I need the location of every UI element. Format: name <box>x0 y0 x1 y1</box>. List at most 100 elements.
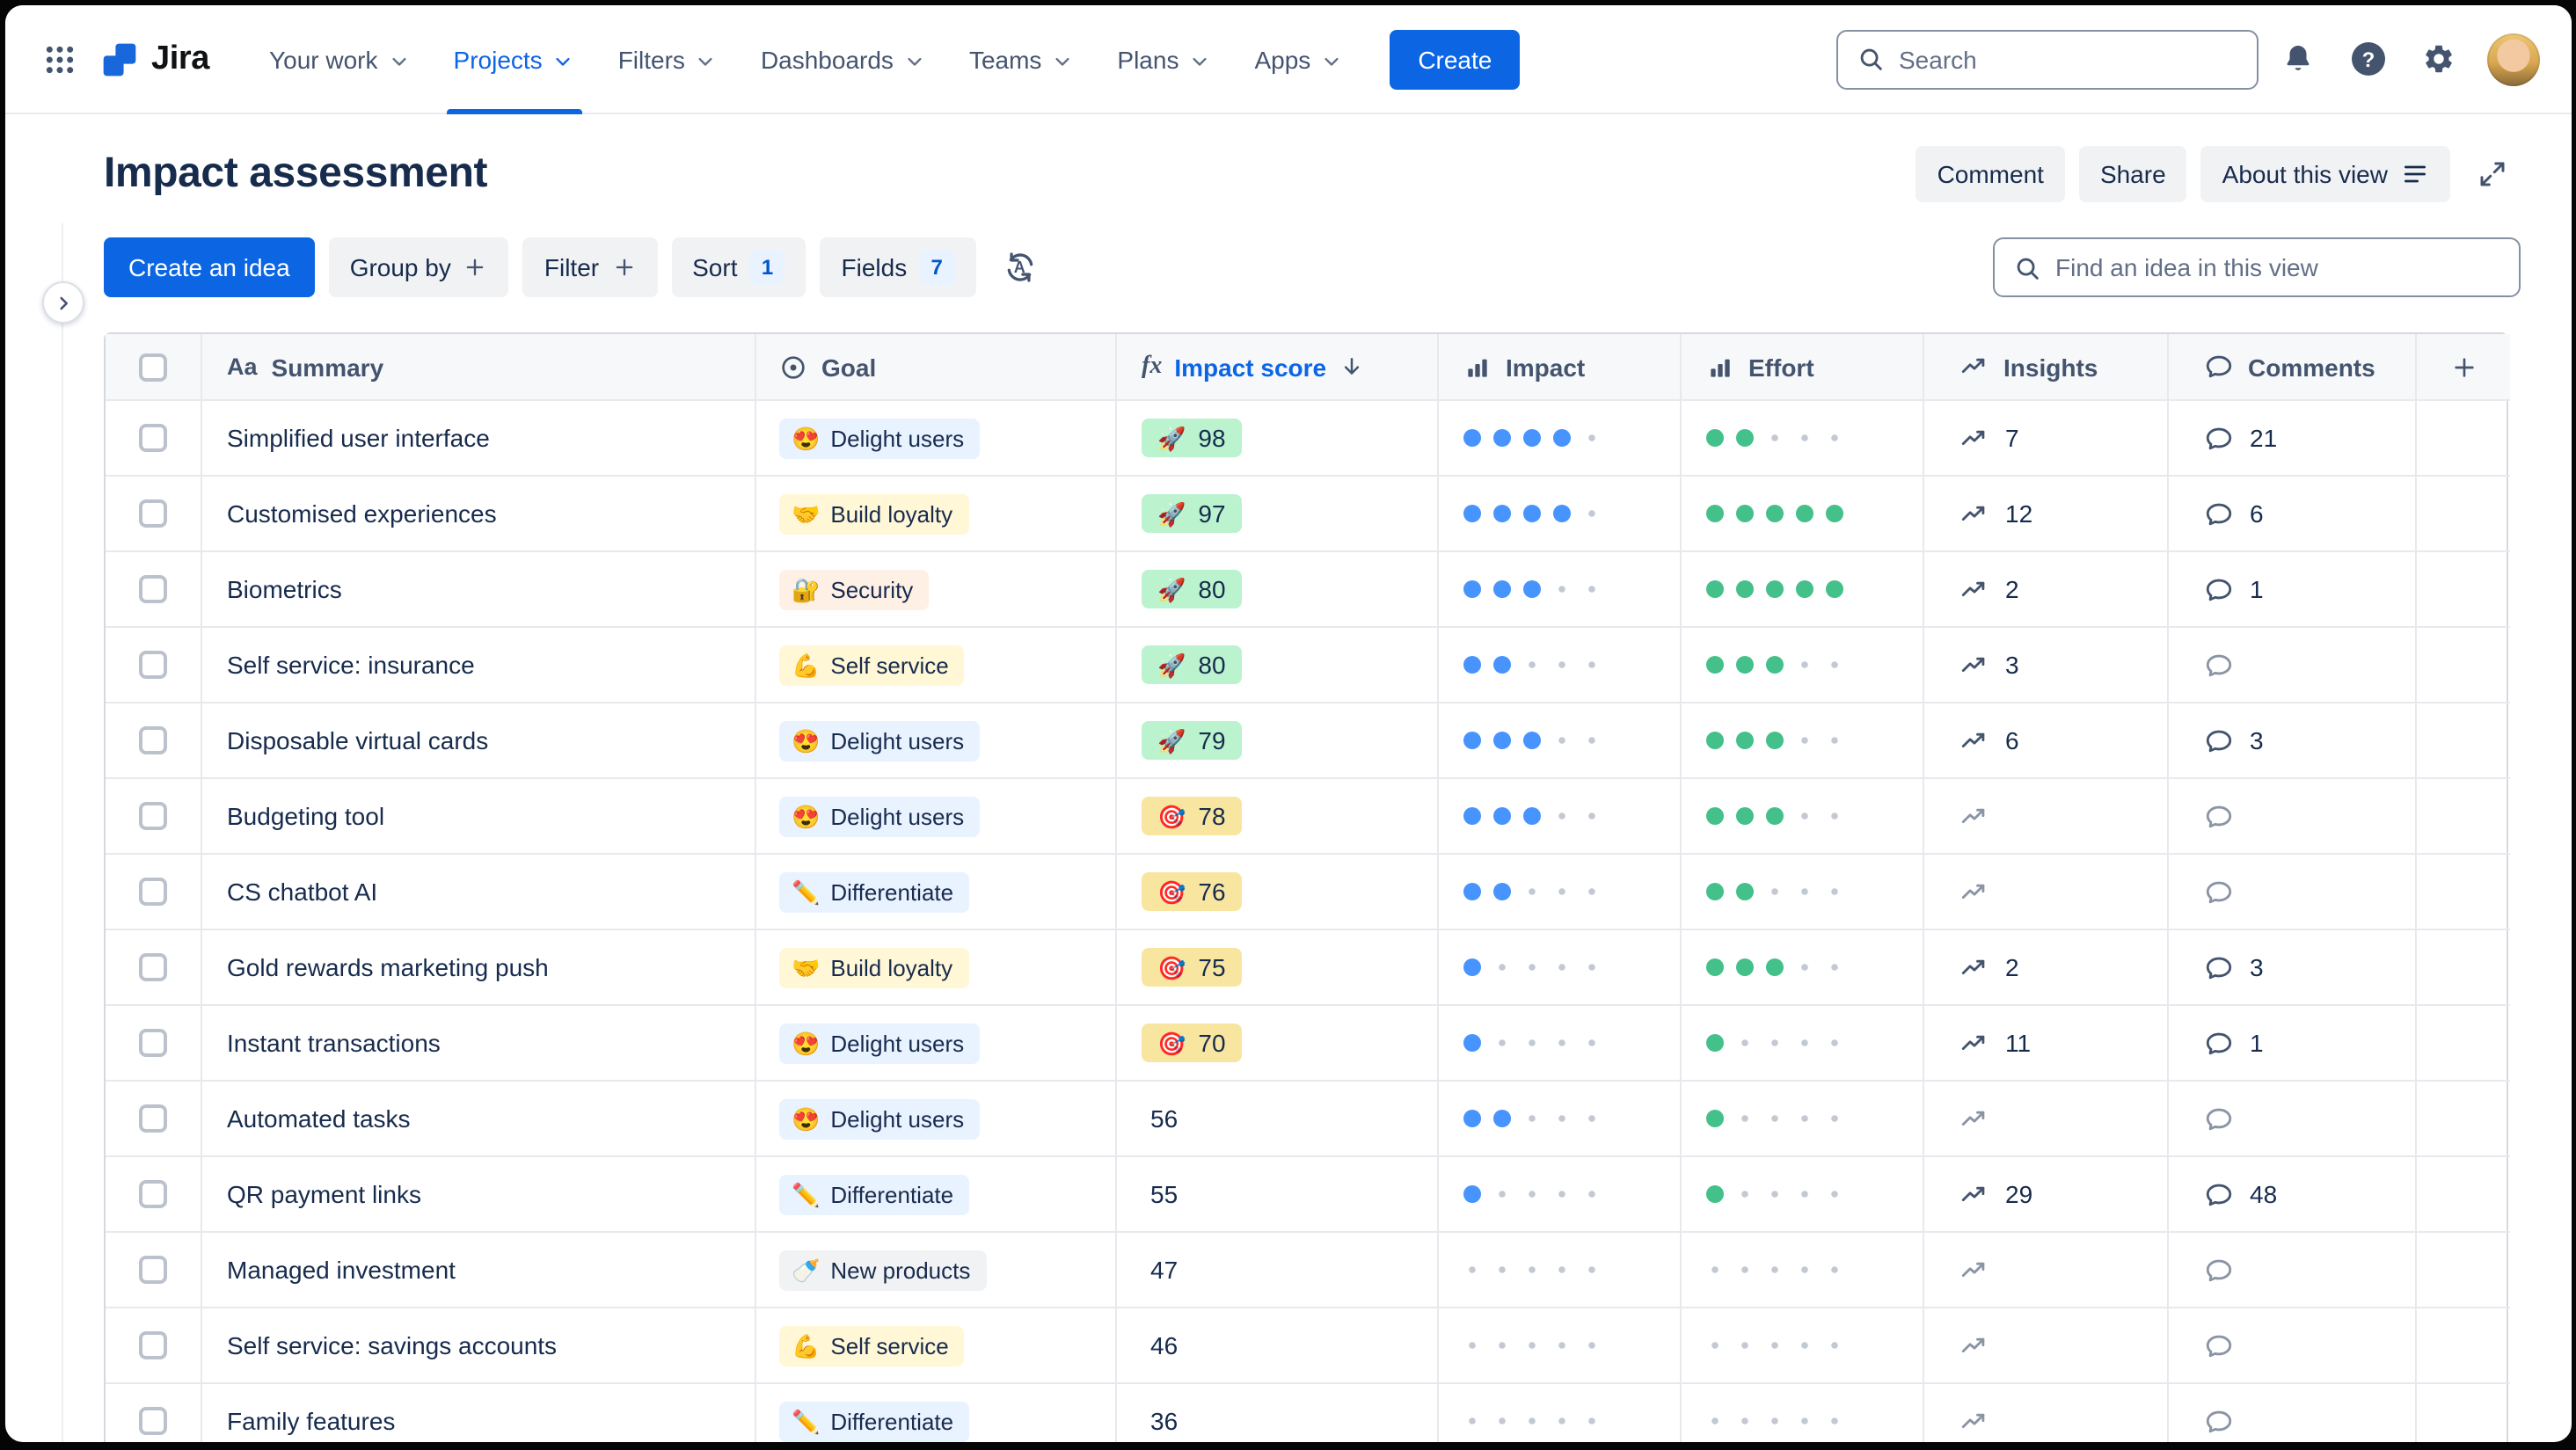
impact-score-cell[interactable]: 36 <box>1117 1384 1439 1442</box>
table-row[interactable]: Disposable virtual cards 😍 Delight users… <box>106 703 2510 779</box>
nav-teams[interactable]: Teams <box>948 5 1096 113</box>
effort-rating[interactable] <box>1682 703 1924 779</box>
goal-cell[interactable]: 🤝 Build loyalty <box>756 930 1117 1006</box>
summary-cell[interactable]: Customised experiences <box>202 477 756 552</box>
nav-projects[interactable]: Projects <box>433 5 597 113</box>
impact-rating[interactable] <box>1439 552 1682 628</box>
create-button[interactable]: Create <box>1390 29 1521 89</box>
effort-rating[interactable] <box>1682 1233 1924 1308</box>
goal-cell[interactable]: 🔐 Security <box>756 552 1117 628</box>
goal-cell[interactable]: ✏️ Differentiate <box>756 855 1117 930</box>
insights-cell[interactable]: 12 <box>1924 477 2169 552</box>
goal-chip[interactable]: ✏️ Differentiate <box>779 1401 970 1441</box>
insights-cell[interactable] <box>1924 1082 2169 1157</box>
summary-cell[interactable]: Self service: insurance <box>202 628 756 703</box>
effort-rating[interactable] <box>1682 1006 1924 1082</box>
app-switcher-button[interactable] <box>30 29 90 89</box>
insights-cell[interactable]: 29 <box>1924 1157 2169 1233</box>
insights-cell[interactable] <box>1924 855 2169 930</box>
effort-rating[interactable] <box>1682 1157 1924 1233</box>
insights-cell[interactable] <box>1924 1233 2169 1308</box>
goal-chip[interactable]: 💪 Self service <box>779 1325 965 1366</box>
goal-chip[interactable]: 🍼 New products <box>779 1250 987 1290</box>
table-row[interactable]: Family features ✏️ Differentiate 36 <box>106 1384 2507 1442</box>
insights-cell[interactable] <box>1924 779 2169 855</box>
column-header-impact-score[interactable]: fx Impact score <box>1117 334 1439 401</box>
rank-order-button[interactable]: A <box>989 239 1049 295</box>
impact-score-cell[interactable]: 47 <box>1117 1233 1439 1308</box>
impact-score-cell[interactable]: 🚀 97 <box>1117 477 1439 552</box>
help-button[interactable]: ? <box>2339 29 2398 89</box>
table-row[interactable]: Budgeting tool 😍 Delight users 🎯 78 <box>106 779 2510 855</box>
nav-apps[interactable]: Apps <box>1233 5 1365 113</box>
row-checkbox[interactable] <box>139 1180 167 1208</box>
comments-cell[interactable]: 3 <box>2169 930 2417 1006</box>
comments-cell[interactable]: 6 <box>2169 477 2417 552</box>
table-row[interactable]: Customised experiences 🤝 Build loyalty 🚀… <box>106 477 2510 552</box>
comments-cell[interactable] <box>2169 1308 2417 1384</box>
sort-button[interactable]: Sort 1 <box>671 237 806 297</box>
impact-score-cell[interactable]: 🎯 76 <box>1117 855 1439 930</box>
find-idea-input[interactable] <box>2055 253 2500 281</box>
insights-cell[interactable]: 6 <box>1924 703 2169 779</box>
impact-rating[interactable] <box>1439 930 1682 1006</box>
table-row[interactable]: Biometrics 🔐 Security 🚀 80 2 1 <box>106 552 2510 628</box>
comments-cell[interactable] <box>2169 1082 2417 1157</box>
global-search[interactable] <box>1835 29 2258 89</box>
impact-score-cell[interactable]: 🎯 75 <box>1117 930 1439 1006</box>
summary-cell[interactable]: Gold rewards marketing push <box>202 930 756 1006</box>
comment-button[interactable]: Comment <box>1916 146 2065 202</box>
impact-score-cell[interactable]: 🚀 80 <box>1117 552 1439 628</box>
row-checkbox[interactable] <box>139 651 167 679</box>
impact-rating[interactable] <box>1439 628 1682 703</box>
comments-cell[interactable] <box>2169 1233 2417 1308</box>
table-row[interactable]: CS chatbot AI ✏️ Differentiate 🎯 76 <box>106 855 2510 930</box>
group-by-button[interactable]: Group by <box>328 237 509 297</box>
fields-button[interactable]: Fields 7 <box>820 237 976 297</box>
goal-cell[interactable]: ✏️ Differentiate <box>756 1157 1117 1233</box>
impact-score-cell[interactable]: 55 <box>1117 1157 1439 1233</box>
create-idea-button[interactable]: Create an idea <box>104 237 315 297</box>
table-row[interactable]: Managed investment 🍼 New products 47 <box>106 1233 2510 1308</box>
goal-cell[interactable]: 😍 Delight users <box>756 779 1117 855</box>
summary-cell[interactable]: Self service: savings accounts <box>202 1308 756 1384</box>
summary-cell[interactable]: Instant transactions <box>202 1006 756 1082</box>
find-idea-search[interactable] <box>1992 237 2520 297</box>
column-header-insights[interactable]: Insights <box>1924 334 2169 401</box>
summary-cell[interactable]: Simplified user interface <box>202 401 756 477</box>
goal-chip[interactable]: 🤝 Build loyalty <box>779 493 969 534</box>
comments-cell[interactable]: 21 <box>2169 401 2417 477</box>
row-checkbox[interactable] <box>139 802 167 830</box>
column-header-summary[interactable]: Aa Summary <box>202 334 756 401</box>
filter-button[interactable]: Filter <box>522 237 658 297</box>
table-row[interactable]: Automated tasks 😍 Delight users 56 <box>106 1082 2510 1157</box>
row-checkbox[interactable] <box>139 424 167 452</box>
goal-chip[interactable]: 😍 Delight users <box>779 1023 981 1063</box>
row-checkbox[interactable] <box>139 1256 167 1284</box>
nav-plans[interactable]: Plans <box>1096 5 1233 113</box>
summary-cell[interactable]: Automated tasks <box>202 1082 756 1157</box>
goal-chip[interactable]: 😍 Delight users <box>779 418 981 458</box>
goal-cell[interactable]: 🤝 Build loyalty <box>756 477 1117 552</box>
goal-cell[interactable]: 🍼 New products <box>756 1233 1117 1308</box>
row-checkbox[interactable] <box>139 499 167 528</box>
row-checkbox[interactable] <box>139 1407 167 1435</box>
comments-cell[interactable]: 48 <box>2169 1157 2417 1233</box>
insights-cell[interactable]: 7 <box>1924 401 2169 477</box>
summary-cell[interactable]: Family features <box>202 1384 756 1442</box>
column-header-effort[interactable]: Effort <box>1682 334 1924 401</box>
impact-score-cell[interactable]: 🚀 80 <box>1117 628 1439 703</box>
impact-score-cell[interactable]: 🎯 70 <box>1117 1006 1439 1082</box>
effort-rating[interactable] <box>1682 552 1924 628</box>
effort-rating[interactable] <box>1682 477 1924 552</box>
table-row[interactable]: QR payment links ✏️ Differentiate 55 29 <box>106 1157 2510 1233</box>
row-checkbox[interactable] <box>139 953 167 981</box>
comments-cell[interactable]: 1 <box>2169 1006 2417 1082</box>
effort-rating[interactable] <box>1682 401 1924 477</box>
effort-rating[interactable] <box>1682 855 1924 930</box>
comments-cell[interactable] <box>2169 779 2417 855</box>
summary-cell[interactable]: CS chatbot AI <box>202 855 756 930</box>
impact-rating[interactable] <box>1439 401 1682 477</box>
row-checkbox[interactable] <box>139 1104 167 1133</box>
settings-button[interactable] <box>2409 29 2469 89</box>
